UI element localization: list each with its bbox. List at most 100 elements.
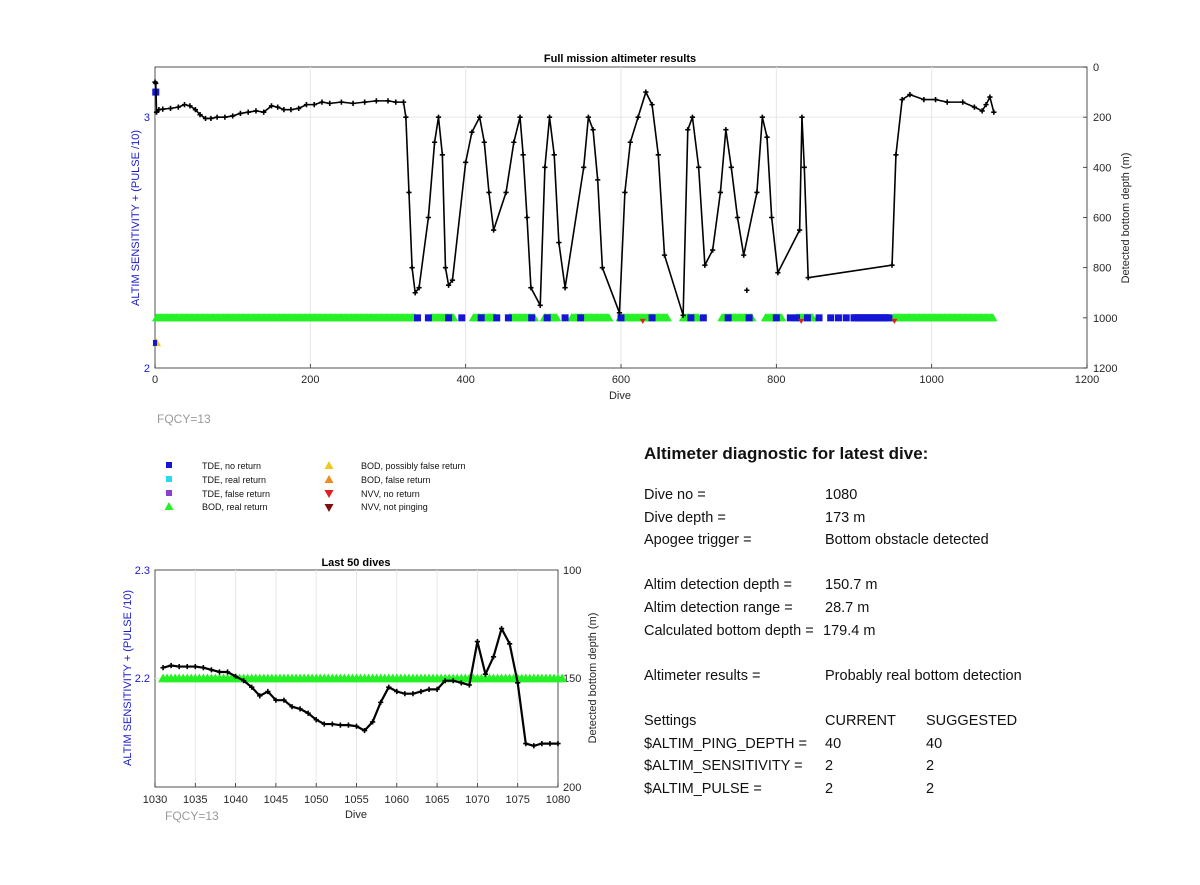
bottom-depth-point [265, 688, 271, 695]
top-tde-marker [617, 314, 625, 322]
top-tde-marker [577, 314, 585, 322]
top-depth-point [281, 107, 287, 113]
top-nvv-marker [798, 318, 805, 324]
top-x-tick-1000: 1000 [919, 374, 943, 386]
top-right-ticks: 0 200 400 600 800 1000 1200 [1083, 62, 1117, 375]
bottom-bod-marker [347, 673, 358, 683]
bottom-x-tick-1075: 1075 [505, 794, 529, 806]
det-range-value: 28.7 m [825, 599, 870, 616]
bottom-depth-point [241, 678, 247, 684]
top-right-y-label: Detected bottom depth (m) [1120, 153, 1132, 284]
bottom-bod-marker [331, 673, 342, 683]
top-tde-marker [528, 314, 536, 322]
top-depth-point [491, 227, 497, 233]
bottom-depth-point [200, 665, 206, 671]
calc-depth-row: Calculated bottom depth = 179.4 m [644, 623, 1164, 646]
bottom-x-label: Dive [345, 809, 367, 821]
top-depth-point [442, 265, 449, 271]
top-depth-point [983, 102, 989, 108]
top-depth-point [655, 152, 661, 158]
bottom-depth-point [281, 697, 287, 703]
top-depth-point [585, 114, 591, 120]
dive-depth-value: 173 m [825, 509, 866, 526]
top-x-tick-400: 400 [456, 374, 474, 386]
top-depth-point [680, 312, 686, 318]
top-tde-marker [477, 314, 485, 322]
top-depth-point [237, 110, 244, 117]
bottom-x-tick-1055: 1055 [344, 794, 368, 806]
bottom-depth-series [160, 625, 561, 749]
top-depth-point [288, 107, 294, 113]
top-depth-point [202, 115, 209, 122]
top-right-tick-0: 0 [1093, 62, 1099, 74]
top-nvv-marker [639, 318, 646, 324]
dive-no-value: 1080 [825, 487, 858, 503]
bottom-bod-marker [266, 673, 277, 683]
legend-tde-real-return: TDE, real return [202, 475, 266, 485]
top-x-tick-0: 0 [152, 374, 158, 386]
top-depth-point [503, 189, 509, 196]
ping-depth-suggested: 40 [926, 735, 943, 752]
bottom-right-tick-150: 150 [563, 673, 581, 685]
last-50-dives-chart: 1030 1035 1040 1045 1050 1055 1060 1065 1070 1075… [122, 557, 599, 823]
top-depth-point [486, 189, 492, 196]
bottom-x-ticks: 1030 1035 1040 1045 1050 1055 1060 1065 1070 1075… [143, 783, 570, 806]
bottom-x-tick-1065: 1065 [425, 794, 449, 806]
top-depth-point [477, 114, 483, 120]
top-bod-marker [662, 313, 672, 322]
top-depth-point [643, 89, 649, 95]
apogee-row: Apogee trigger = Bottom obstacle detecte… [644, 532, 1164, 555]
top-depth-point [734, 214, 741, 221]
top-tde-marker [493, 314, 501, 322]
top-tde-marker [724, 314, 732, 322]
bottom-depth-point [176, 663, 182, 670]
bottom-depth-point [257, 693, 263, 699]
top-x-tick-600: 600 [612, 374, 630, 386]
settings-label: Settings [644, 712, 697, 729]
bottom-bod-marker [420, 673, 431, 683]
top-depth-point [469, 129, 475, 135]
top-depth-point [445, 282, 452, 288]
top-depth-point [979, 108, 985, 114]
legend-tde-no-return: TDE, no return [202, 461, 261, 471]
top-depth-point [222, 114, 228, 120]
top-depth-point [599, 265, 605, 271]
bottom-depth-point [361, 727, 368, 734]
bottom-bod-marker [194, 673, 205, 683]
top-depth-point [463, 159, 469, 165]
top-tde-marker [803, 314, 811, 322]
top-tde-marker [815, 314, 823, 322]
top-depth-point [192, 107, 198, 113]
top-bod-marker [552, 313, 562, 322]
top-depth-point [403, 114, 409, 120]
altimeter-diagnostic-panel: Altimeter diagnostic for latest dive: Di… [644, 444, 1164, 803]
top-tde-marker [786, 314, 794, 322]
bottom-bod-marker [395, 673, 406, 683]
top-x-tick-1200: 1200 [1075, 374, 1099, 386]
bottom-bod-marker [484, 673, 495, 683]
top-depth-point [551, 152, 557, 158]
top-depth-point [214, 114, 220, 120]
top-depth-point [595, 177, 601, 183]
bottom-bod-marker [548, 673, 559, 683]
top-depth-point [197, 112, 203, 118]
bottom-depth-point [378, 699, 384, 705]
top-depth-point [350, 100, 356, 106]
top-depth-point [960, 99, 966, 105]
bottom-right-tick-100: 100 [563, 565, 581, 577]
bottom-depth-point [523, 741, 529, 747]
legend-marker-nvv-no-return [324, 490, 334, 498]
top-tde-marker [648, 314, 656, 322]
bottom-depth-point [515, 680, 521, 686]
bottom-depth-point [547, 741, 553, 747]
top-depth-point [230, 113, 236, 119]
bottom-left-tick-2-3: 2.3 [135, 565, 150, 577]
top-depth-point [805, 275, 811, 281]
calc-depth-value: 179.4 m [823, 622, 876, 639]
bottom-depth-point [386, 684, 392, 690]
top-depth-point [696, 164, 702, 170]
bottom-depth-point [426, 686, 432, 692]
bottom-bod-marker [492, 673, 503, 683]
bottom-bod-marker [500, 673, 511, 683]
top-depth-point [373, 98, 379, 104]
